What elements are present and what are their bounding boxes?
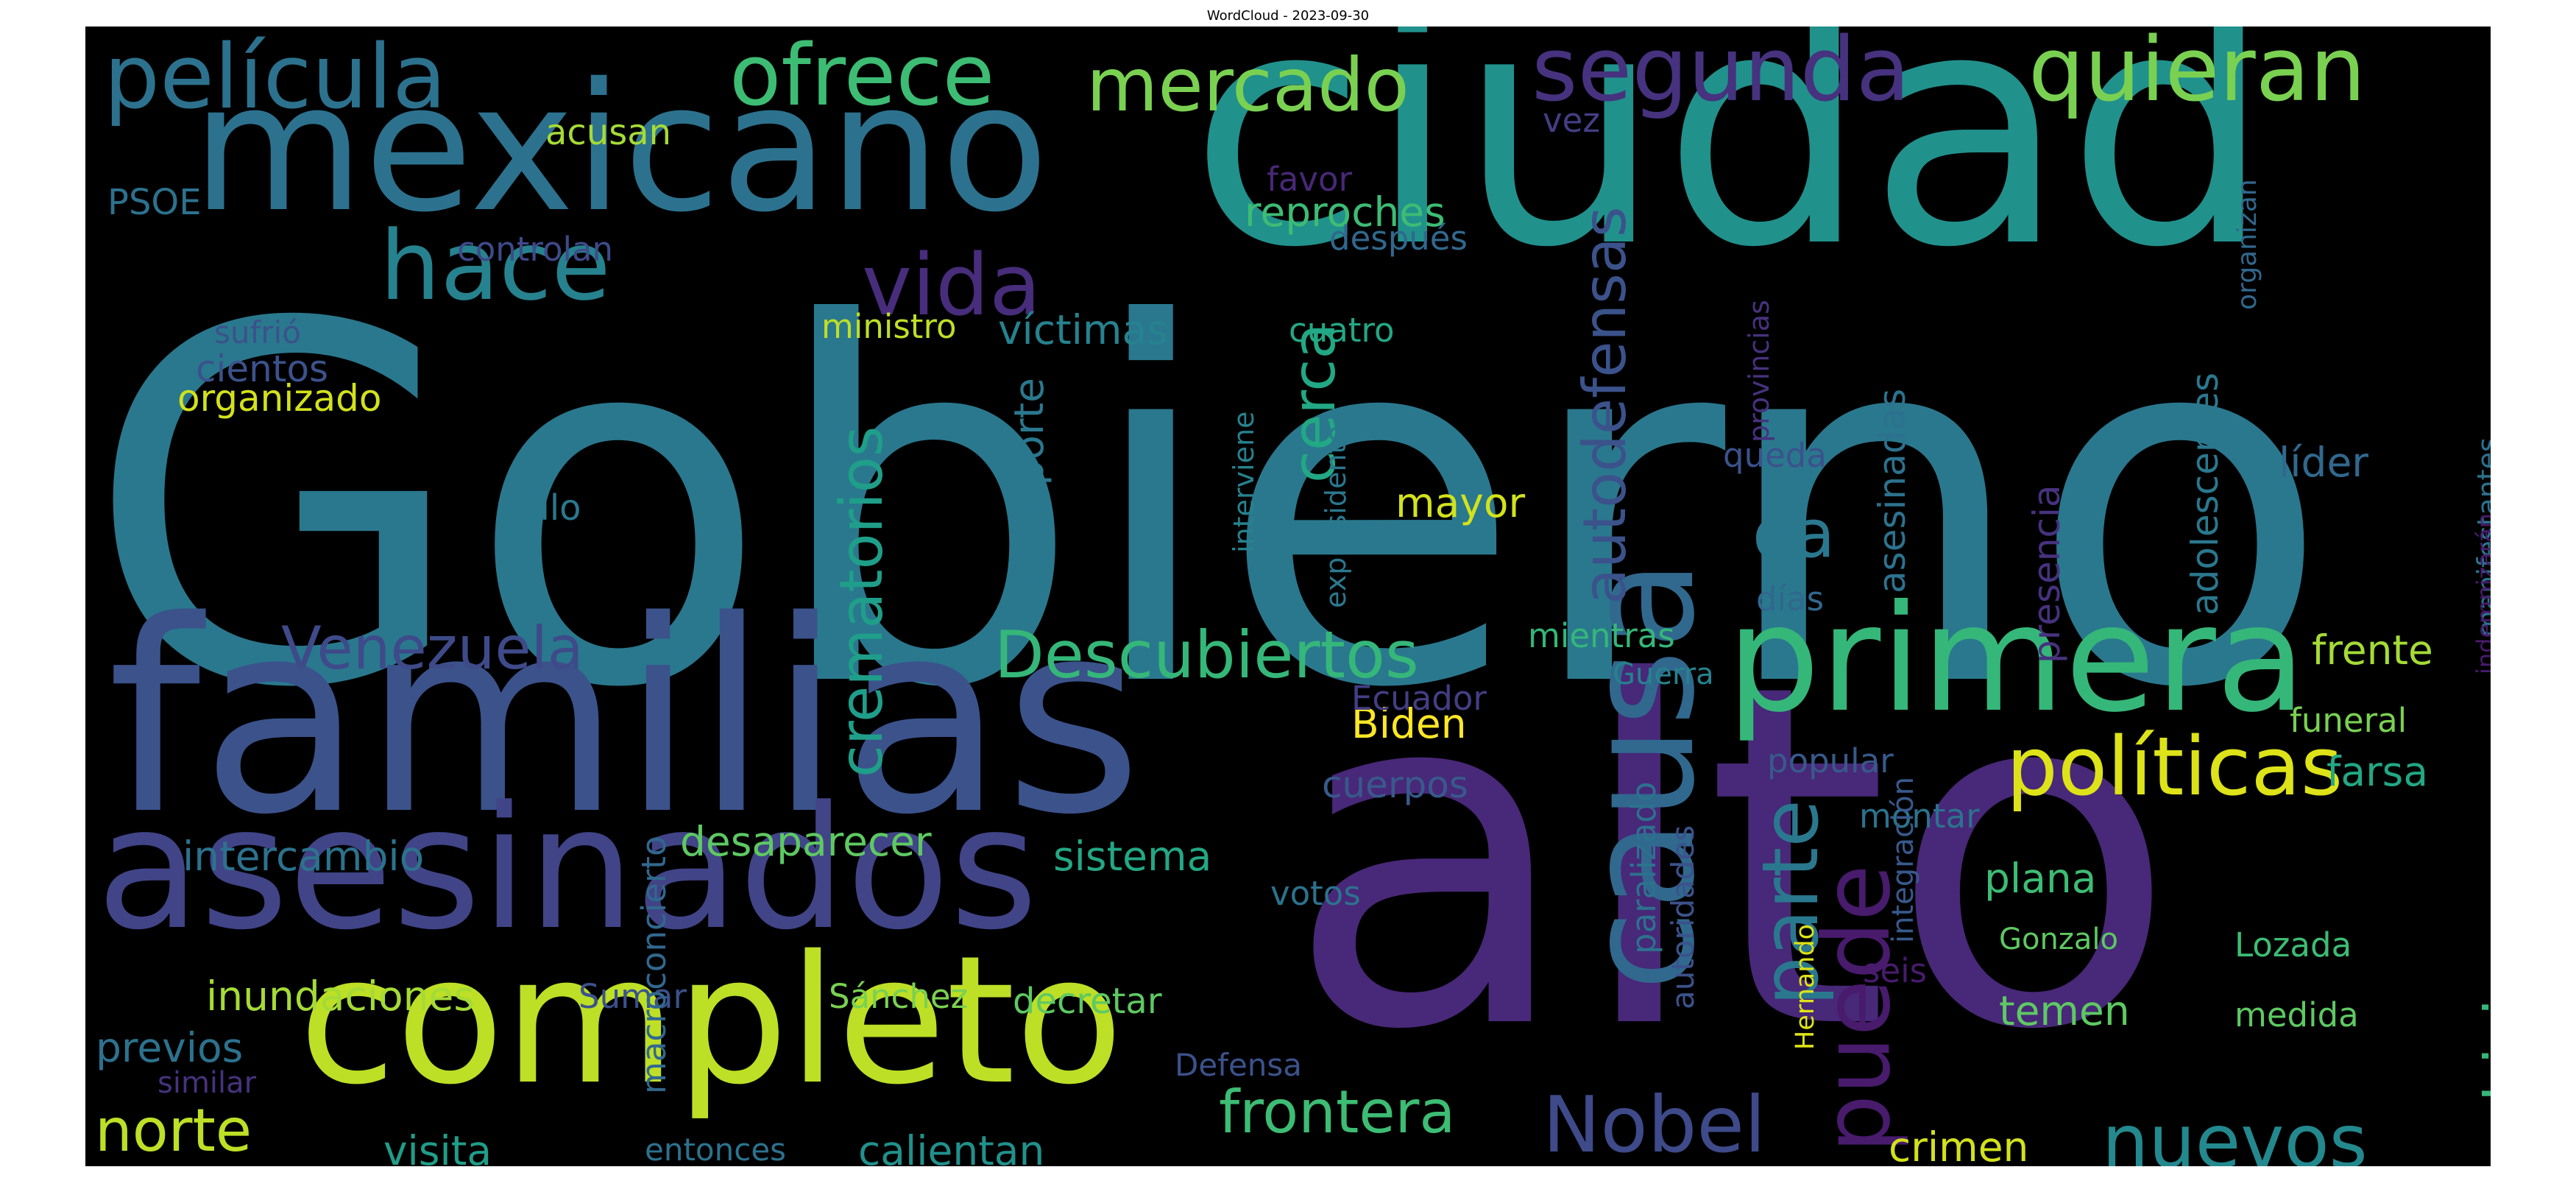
word-guerra: Guerra xyxy=(1613,657,1714,691)
word-primera: primera xyxy=(1727,574,2307,745)
word-indemnizaran: indemnizarán xyxy=(2471,513,2491,674)
word-gobierno: Gobierno xyxy=(85,222,2331,796)
word-mercado: mercado xyxy=(1086,42,1409,128)
word-organizan: organizan xyxy=(2232,179,2262,310)
word-acusan: acusan xyxy=(545,112,672,153)
word-transporte: transporte xyxy=(1005,378,1052,590)
word-organizado: organizado xyxy=(177,377,382,420)
word-cloud-canvas: Gobierno ciudad alto familias mexicano comple… xyxy=(85,27,2491,1166)
word-victimas: víctimas xyxy=(998,306,1168,353)
word-ciudad: ciudad xyxy=(1189,27,2273,318)
word-cuerpos: cuerpos xyxy=(1322,763,1468,806)
word-decretar: decretar xyxy=(1013,981,1162,1022)
word-defensa: Defensa xyxy=(1175,1047,1303,1083)
word-dias: días xyxy=(1756,579,1825,618)
word-cuatro: cuatro xyxy=(1289,311,1395,350)
word-expresidente: expresidente xyxy=(1320,426,1352,608)
word-vez: vez xyxy=(1543,101,1600,140)
word-psoe: PSOE xyxy=(107,182,202,223)
word-despues: después xyxy=(1329,219,1468,258)
word-macroconcierto: macroconcierto xyxy=(634,836,673,1094)
word-sumar: Sumar xyxy=(578,977,687,1016)
word-biden: Biden xyxy=(1351,700,1467,747)
word-hernando: Hernando xyxy=(1791,923,1820,1050)
word-similar: similar xyxy=(158,1066,257,1100)
word-temen: temen xyxy=(1999,987,2130,1034)
word-politicas: políticas xyxy=(2006,719,2343,814)
word-gonzalo: Gonzalo xyxy=(1999,923,2118,956)
word-familias: familias xyxy=(107,564,1143,872)
word-da: da xyxy=(1752,495,1836,573)
figure-title: WordCloud - 2023-09-30 xyxy=(1206,8,1370,24)
word-asesinados: asesinados xyxy=(96,771,1038,967)
word-seis: seis xyxy=(1863,951,1928,990)
word-entonces: entonces xyxy=(645,1132,787,1166)
word-ministro: ministro xyxy=(821,307,957,346)
word-adolescentes: adolescentes xyxy=(2184,372,2226,616)
word-farsa: farsa xyxy=(2326,748,2429,795)
word-frente: frente xyxy=(2312,627,2433,674)
word-autoridades: autoridades xyxy=(1665,825,1701,1009)
word-crematorios: crematorios xyxy=(827,426,896,777)
word-intercambio: intercambio xyxy=(183,833,425,880)
word-asesinadas: asesinadas xyxy=(1871,388,1914,593)
word-favor: favor xyxy=(1267,160,1353,199)
word-nulo: nulo xyxy=(505,487,581,529)
word-votos: votos xyxy=(1270,874,1361,913)
word-provincias: provincias xyxy=(1743,300,1775,442)
word-popular: popular xyxy=(1767,741,1894,780)
word-hace: hace xyxy=(380,210,611,322)
word-completo: completo xyxy=(299,917,1124,1124)
word-hicieron: hicieron xyxy=(2472,866,2491,1101)
word-frontera: frontera xyxy=(1219,1078,1456,1146)
word-integracion: integración xyxy=(1886,776,1920,943)
word-mientras: mientras xyxy=(1528,616,1675,655)
word-queda: queda xyxy=(1723,436,1827,475)
word-sufrio: sufrió xyxy=(214,314,301,350)
word-previos: previos xyxy=(96,1024,244,1071)
word-desaparecer: desaparecer xyxy=(680,818,932,865)
word-nuevos: nuevos xyxy=(2102,1098,2368,1167)
word-segunda: segunda xyxy=(1532,27,1911,121)
word-vida: vida xyxy=(862,236,1041,335)
word-nobel: Nobel xyxy=(1543,1080,1766,1166)
word-pelicula: película xyxy=(104,27,447,129)
word-reproches: reproches xyxy=(1245,188,1446,236)
word-calientan: calientan xyxy=(858,1127,1045,1167)
word-interviene: interviene xyxy=(1228,411,1260,553)
word-alto: alto xyxy=(1285,584,2178,1132)
word-lozada: Lozada xyxy=(2234,925,2352,964)
word-venezuela: Venezuela xyxy=(281,614,584,683)
word-descubiertos: Descubiertos xyxy=(994,617,1419,693)
word-paralizado: paralizado xyxy=(1624,781,1663,954)
word-lider: líder xyxy=(2279,439,2368,486)
word-mayor: mayor xyxy=(1395,479,1526,526)
word-montar: montar xyxy=(1859,797,1980,836)
word-funeral: funeral xyxy=(2290,701,2407,740)
word-sistema: sistema xyxy=(1053,833,1212,880)
word-ecuador: Ecuador xyxy=(1351,679,1487,718)
word-quieran: quieran xyxy=(2028,27,2366,121)
word-sanchez: Sánchez xyxy=(829,977,969,1016)
word-cientos: cientos xyxy=(196,348,329,390)
word-presencia: presencia xyxy=(2025,484,2068,663)
word-medida: medida xyxy=(2234,995,2359,1034)
word-autodefensas: autodefensas xyxy=(1571,206,1639,604)
word-controlan: controlan xyxy=(457,230,614,269)
word-plana: plana xyxy=(1984,855,2097,902)
word-norte: norte xyxy=(95,1096,252,1165)
word-ofrece: ofrece xyxy=(729,27,995,125)
word-crimen: crimen xyxy=(1889,1124,2029,1167)
word-inundaciones: inundaciones xyxy=(206,973,475,1020)
word-visita: visita xyxy=(383,1127,492,1167)
word-mexicano: mexicano xyxy=(192,45,1049,251)
